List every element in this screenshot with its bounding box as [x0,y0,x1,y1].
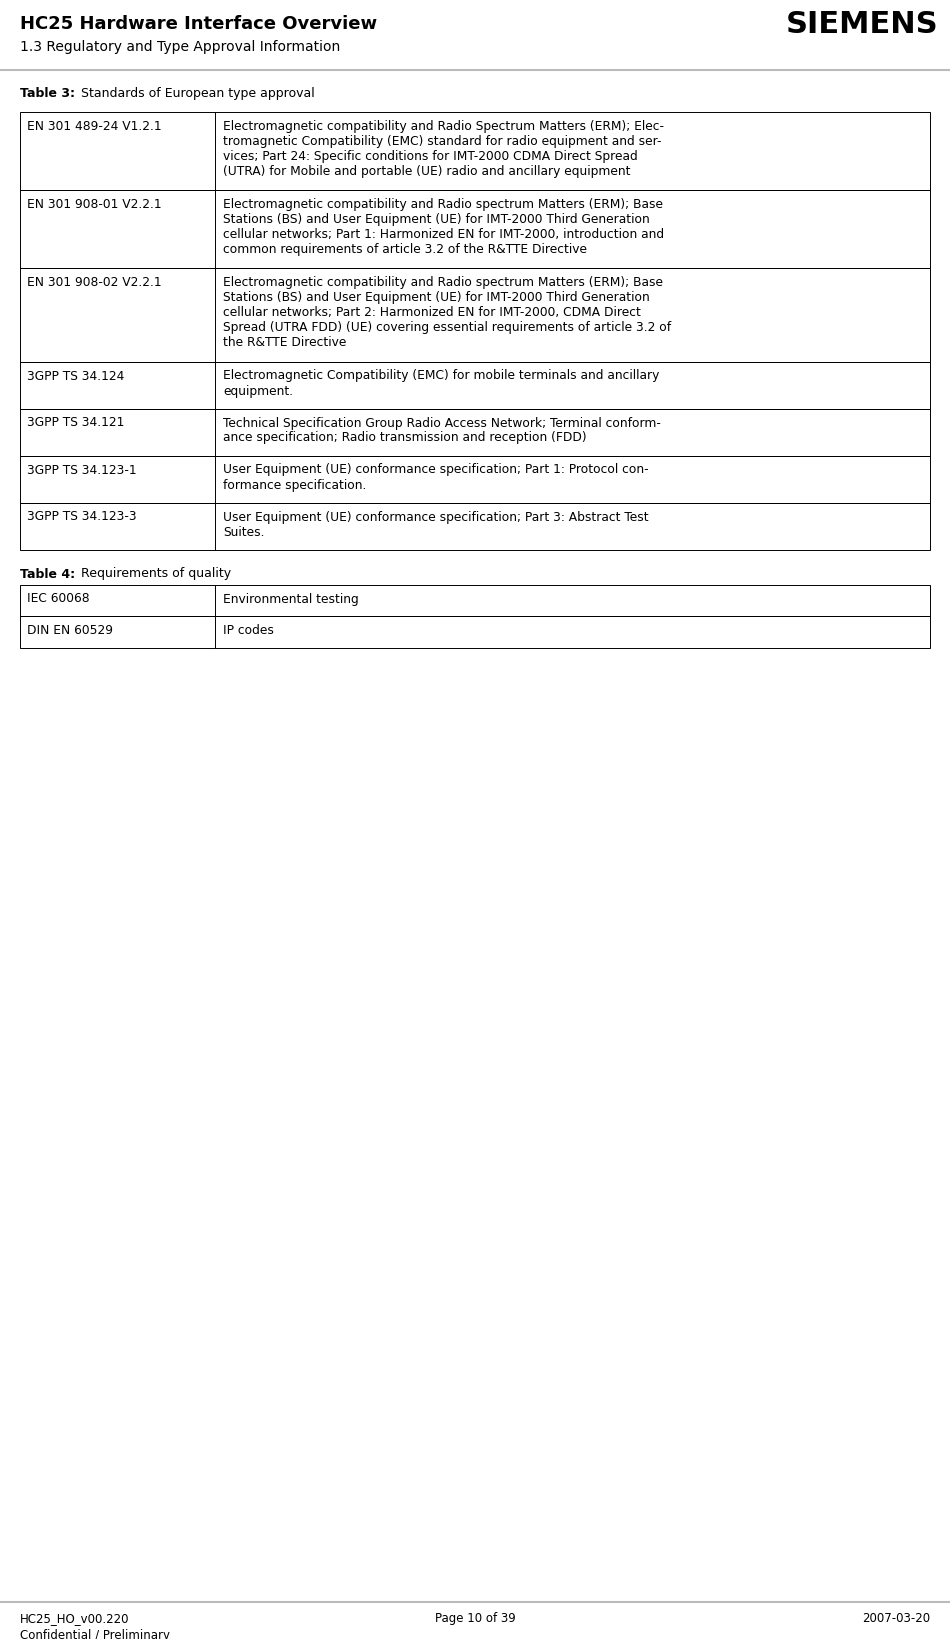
Bar [20,585,930,616]
Text: 1.3 Regulatory and Type Approval Information: 1.3 Regulatory and Type Approval Informa… [20,39,340,54]
Bar [20,362,930,408]
Text: Electromagnetic compatibility and Radio spectrum Matters (ERM); Base
Stations (B: Electromagnetic compatibility and Radio … [223,198,664,256]
Text: Table 3:: Table 3: [20,87,75,100]
Bar [20,269,930,362]
Bar [20,111,930,190]
Text: IP codes: IP codes [223,624,274,638]
Bar [20,456,930,503]
Text: DIN EN 60529: DIN EN 60529 [27,624,113,638]
Text: Requirements of quality: Requirements of quality [73,567,231,580]
Text: 3GPP TS 34.121: 3GPP TS 34.121 [27,416,124,429]
Text: 2007-03-20: 2007-03-20 [862,1613,930,1624]
Text: Confidential / Preliminary: Confidential / Preliminary [20,1629,170,1639]
Bar [20,190,930,269]
Text: HC25 Hardware Interface Overview: HC25 Hardware Interface Overview [20,15,377,33]
Text: EN 301 489-24 V1.2.1: EN 301 489-24 V1.2.1 [27,120,162,133]
Text: User Equipment (UE) conformance specification; Part 1: Protocol con-
formance sp: User Equipment (UE) conformance specific… [223,464,649,492]
Text: Environmental testing: Environmental testing [223,593,359,605]
Text: 3GPP TS 34.123-1: 3GPP TS 34.123-1 [27,464,137,477]
Bar [20,408,930,456]
Text: Electromagnetic Compatibility (EMC) for mobile terminals and ancillary
equipment: Electromagnetic Compatibility (EMC) for … [223,369,659,398]
Bar [20,503,930,549]
Text: Standards of European type approval: Standards of European type approval [73,87,314,100]
Text: Technical Specification Group Radio Access Network; Terminal conform-
ance speci: Technical Specification Group Radio Acce… [223,416,661,444]
Text: Electromagnetic compatibility and Radio spectrum Matters (ERM); Base
Stations (B: Electromagnetic compatibility and Radio … [223,275,671,349]
Text: Electromagnetic compatibility and Radio Spectrum Matters (ERM); Elec-
tromagneti: Electromagnetic compatibility and Radio … [223,120,664,179]
Text: HC25_HO_v00.220: HC25_HO_v00.220 [20,1613,129,1624]
Text: SIEMENS: SIEMENS [786,10,938,39]
Text: IEC 60068: IEC 60068 [27,593,89,605]
Bar [20,616,930,647]
Text: Page 10 of 39: Page 10 of 39 [434,1613,515,1624]
Text: EN 301 908-02 V2.2.1: EN 301 908-02 V2.2.1 [27,275,162,288]
Text: User Equipment (UE) conformance specification; Part 3: Abstract Test
Suites.: User Equipment (UE) conformance specific… [223,510,649,539]
Text: 3GPP TS 34.124: 3GPP TS 34.124 [27,369,124,382]
Text: Table 4:: Table 4: [20,567,75,580]
Text: EN 301 908-01 V2.2.1: EN 301 908-01 V2.2.1 [27,198,162,211]
Text: 3GPP TS 34.123-3: 3GPP TS 34.123-3 [27,510,137,523]
